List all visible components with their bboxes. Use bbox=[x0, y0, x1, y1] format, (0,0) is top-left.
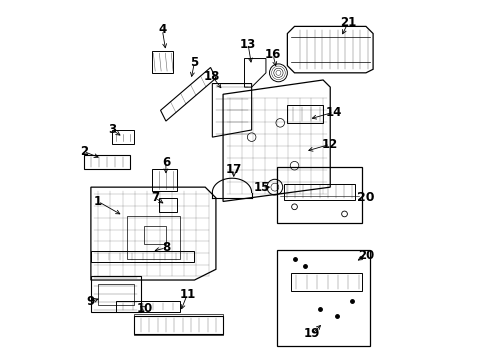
Text: 4: 4 bbox=[158, 23, 166, 36]
Text: 17: 17 bbox=[225, 163, 242, 176]
Text: 19: 19 bbox=[304, 327, 320, 340]
Text: 6: 6 bbox=[162, 156, 170, 168]
Text: 3: 3 bbox=[108, 123, 116, 136]
Text: 11: 11 bbox=[179, 288, 195, 301]
Text: 12: 12 bbox=[322, 138, 338, 151]
Text: 7: 7 bbox=[151, 192, 159, 204]
Text: 2: 2 bbox=[80, 145, 88, 158]
Text: 8: 8 bbox=[162, 241, 170, 255]
Text: 21: 21 bbox=[339, 16, 355, 29]
Text: 5: 5 bbox=[190, 55, 198, 69]
Text: 15: 15 bbox=[254, 181, 270, 194]
Text: 20: 20 bbox=[357, 248, 373, 261]
Text: 20: 20 bbox=[356, 192, 374, 204]
Bar bbox=[276, 249, 369, 346]
Text: 10: 10 bbox=[136, 302, 152, 315]
Text: 1: 1 bbox=[94, 195, 102, 208]
Bar bbox=[276, 167, 362, 223]
Text: 16: 16 bbox=[264, 49, 281, 62]
Text: 14: 14 bbox=[325, 105, 341, 119]
Text: 18: 18 bbox=[204, 70, 220, 83]
Text: 9: 9 bbox=[86, 295, 95, 308]
Text: 13: 13 bbox=[240, 38, 256, 51]
